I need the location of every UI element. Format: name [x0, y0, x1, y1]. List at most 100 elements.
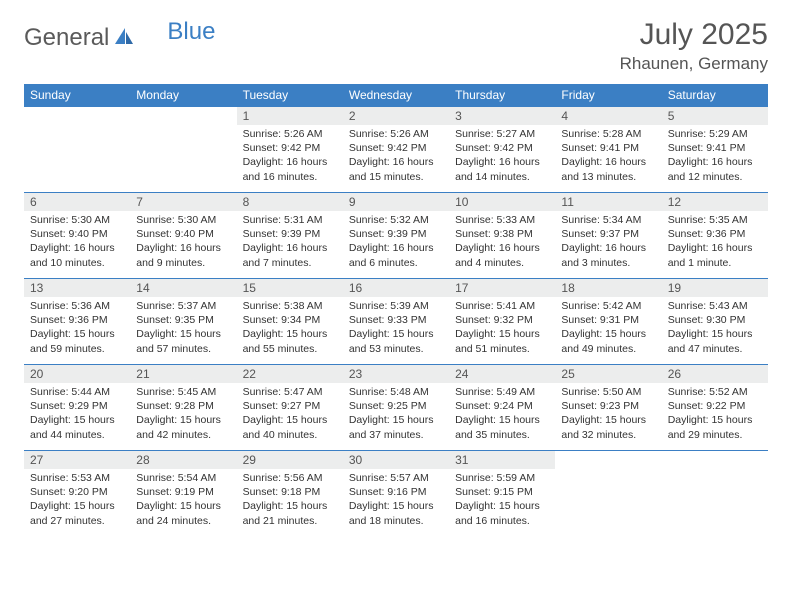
day-details: Sunrise: 5:35 AMSunset: 9:36 PMDaylight:…: [662, 211, 768, 274]
day-details: Sunrise: 5:27 AMSunset: 9:42 PMDaylight:…: [449, 125, 555, 188]
day-number: 8: [237, 193, 343, 211]
weekday-header: Thursday: [449, 84, 555, 107]
day-number: 11: [555, 193, 661, 211]
calendar-cell: 11Sunrise: 5:34 AMSunset: 9:37 PMDayligh…: [555, 193, 661, 279]
day-number: 31: [449, 451, 555, 469]
brand-logo: General Blue: [24, 18, 215, 52]
day-number: 6: [24, 193, 130, 211]
day-details: Sunrise: 5:57 AMSunset: 9:16 PMDaylight:…: [343, 469, 449, 532]
day-details: Sunrise: 5:42 AMSunset: 9:31 PMDaylight:…: [555, 297, 661, 360]
calendar-cell: 25Sunrise: 5:50 AMSunset: 9:23 PMDayligh…: [555, 365, 661, 451]
calendar-week-row: 13Sunrise: 5:36 AMSunset: 9:36 PMDayligh…: [24, 279, 768, 365]
calendar-cell: 16Sunrise: 5:39 AMSunset: 9:33 PMDayligh…: [343, 279, 449, 365]
day-details: Sunrise: 5:26 AMSunset: 9:42 PMDaylight:…: [343, 125, 449, 188]
calendar-cell-empty: [24, 107, 130, 193]
day-number: 20: [24, 365, 130, 383]
day-number: 1: [237, 107, 343, 125]
day-details: Sunrise: 5:49 AMSunset: 9:24 PMDaylight:…: [449, 383, 555, 446]
day-number: 4: [555, 107, 661, 125]
calendar-page: General Blue July 2025 Rhaunen, Germany …: [0, 0, 792, 555]
day-number: 19: [662, 279, 768, 297]
day-details: Sunrise: 5:47 AMSunset: 9:27 PMDaylight:…: [237, 383, 343, 446]
day-number: 17: [449, 279, 555, 297]
weekday-header: Friday: [555, 84, 661, 107]
day-number: 7: [130, 193, 236, 211]
day-details: Sunrise: 5:44 AMSunset: 9:29 PMDaylight:…: [24, 383, 130, 446]
day-number: 29: [237, 451, 343, 469]
day-details: Sunrise: 5:31 AMSunset: 9:39 PMDaylight:…: [237, 211, 343, 274]
calendar-cell: 10Sunrise: 5:33 AMSunset: 9:38 PMDayligh…: [449, 193, 555, 279]
day-number: 18: [555, 279, 661, 297]
calendar-cell: 13Sunrise: 5:36 AMSunset: 9:36 PMDayligh…: [24, 279, 130, 365]
day-details: Sunrise: 5:37 AMSunset: 9:35 PMDaylight:…: [130, 297, 236, 360]
day-number: 24: [449, 365, 555, 383]
calendar-cell: 22Sunrise: 5:47 AMSunset: 9:27 PMDayligh…: [237, 365, 343, 451]
day-details: Sunrise: 5:36 AMSunset: 9:36 PMDaylight:…: [24, 297, 130, 360]
day-details: Sunrise: 5:45 AMSunset: 9:28 PMDaylight:…: [130, 383, 236, 446]
day-details: Sunrise: 5:30 AMSunset: 9:40 PMDaylight:…: [24, 211, 130, 274]
day-details: Sunrise: 5:33 AMSunset: 9:38 PMDaylight:…: [449, 211, 555, 274]
day-details: Sunrise: 5:34 AMSunset: 9:37 PMDaylight:…: [555, 211, 661, 274]
day-details: Sunrise: 5:39 AMSunset: 9:33 PMDaylight:…: [343, 297, 449, 360]
day-details: Sunrise: 5:54 AMSunset: 9:19 PMDaylight:…: [130, 469, 236, 532]
day-number: 2: [343, 107, 449, 125]
day-number: 5: [662, 107, 768, 125]
calendar-cell: 19Sunrise: 5:43 AMSunset: 9:30 PMDayligh…: [662, 279, 768, 365]
day-details: Sunrise: 5:52 AMSunset: 9:22 PMDaylight:…: [662, 383, 768, 446]
calendar-cell: 6Sunrise: 5:30 AMSunset: 9:40 PMDaylight…: [24, 193, 130, 279]
day-number: 21: [130, 365, 236, 383]
calendar-cell: 7Sunrise: 5:30 AMSunset: 9:40 PMDaylight…: [130, 193, 236, 279]
day-number: 30: [343, 451, 449, 469]
calendar-cell: 20Sunrise: 5:44 AMSunset: 9:29 PMDayligh…: [24, 365, 130, 451]
day-details: Sunrise: 5:30 AMSunset: 9:40 PMDaylight:…: [130, 211, 236, 274]
day-number: 15: [237, 279, 343, 297]
calendar-cell: 15Sunrise: 5:38 AMSunset: 9:34 PMDayligh…: [237, 279, 343, 365]
day-number: 3: [449, 107, 555, 125]
calendar-body: 1Sunrise: 5:26 AMSunset: 9:42 PMDaylight…: [24, 107, 768, 537]
day-number: 27: [24, 451, 130, 469]
day-number: 12: [662, 193, 768, 211]
sail-icon: [113, 26, 135, 51]
day-number: 13: [24, 279, 130, 297]
calendar-week-row: 6Sunrise: 5:30 AMSunset: 9:40 PMDaylight…: [24, 193, 768, 279]
brand-part1: General: [24, 24, 109, 52]
calendar-table: SundayMondayTuesdayWednesdayThursdayFrid…: [24, 84, 768, 537]
location: Rhaunen, Germany: [620, 54, 768, 74]
day-details: Sunrise: 5:32 AMSunset: 9:39 PMDaylight:…: [343, 211, 449, 274]
calendar-cell: 2Sunrise: 5:26 AMSunset: 9:42 PMDaylight…: [343, 107, 449, 193]
calendar-cell: 4Sunrise: 5:28 AMSunset: 9:41 PMDaylight…: [555, 107, 661, 193]
calendar-cell: 9Sunrise: 5:32 AMSunset: 9:39 PMDaylight…: [343, 193, 449, 279]
month-title: July 2025: [620, 18, 768, 52]
day-details: Sunrise: 5:38 AMSunset: 9:34 PMDaylight:…: [237, 297, 343, 360]
calendar-cell: 3Sunrise: 5:27 AMSunset: 9:42 PMDaylight…: [449, 107, 555, 193]
calendar-week-row: 1Sunrise: 5:26 AMSunset: 9:42 PMDaylight…: [24, 107, 768, 193]
day-details: Sunrise: 5:26 AMSunset: 9:42 PMDaylight:…: [237, 125, 343, 188]
calendar-cell: 14Sunrise: 5:37 AMSunset: 9:35 PMDayligh…: [130, 279, 236, 365]
calendar-cell: 29Sunrise: 5:56 AMSunset: 9:18 PMDayligh…: [237, 451, 343, 537]
calendar-cell: 30Sunrise: 5:57 AMSunset: 9:16 PMDayligh…: [343, 451, 449, 537]
calendar-cell-empty: [662, 451, 768, 537]
day-details: Sunrise: 5:29 AMSunset: 9:41 PMDaylight:…: [662, 125, 768, 188]
day-number: 10: [449, 193, 555, 211]
calendar-cell-empty: [555, 451, 661, 537]
weekday-header: Saturday: [662, 84, 768, 107]
day-details: Sunrise: 5:43 AMSunset: 9:30 PMDaylight:…: [662, 297, 768, 360]
calendar-cell: 28Sunrise: 5:54 AMSunset: 9:19 PMDayligh…: [130, 451, 236, 537]
day-details: Sunrise: 5:56 AMSunset: 9:18 PMDaylight:…: [237, 469, 343, 532]
day-number: 16: [343, 279, 449, 297]
calendar-cell: 12Sunrise: 5:35 AMSunset: 9:36 PMDayligh…: [662, 193, 768, 279]
day-number: 28: [130, 451, 236, 469]
calendar-week-row: 27Sunrise: 5:53 AMSunset: 9:20 PMDayligh…: [24, 451, 768, 537]
header: General Blue July 2025 Rhaunen, Germany: [24, 18, 768, 74]
day-details: Sunrise: 5:53 AMSunset: 9:20 PMDaylight:…: [24, 469, 130, 532]
weekday-header: Tuesday: [237, 84, 343, 107]
day-number: 23: [343, 365, 449, 383]
calendar-cell: 27Sunrise: 5:53 AMSunset: 9:20 PMDayligh…: [24, 451, 130, 537]
weekday-header: Monday: [130, 84, 236, 107]
calendar-cell: 23Sunrise: 5:48 AMSunset: 9:25 PMDayligh…: [343, 365, 449, 451]
weekday-header: Wednesday: [343, 84, 449, 107]
day-number: 25: [555, 365, 661, 383]
calendar-cell: 1Sunrise: 5:26 AMSunset: 9:42 PMDaylight…: [237, 107, 343, 193]
calendar-cell: 21Sunrise: 5:45 AMSunset: 9:28 PMDayligh…: [130, 365, 236, 451]
day-details: Sunrise: 5:50 AMSunset: 9:23 PMDaylight:…: [555, 383, 661, 446]
